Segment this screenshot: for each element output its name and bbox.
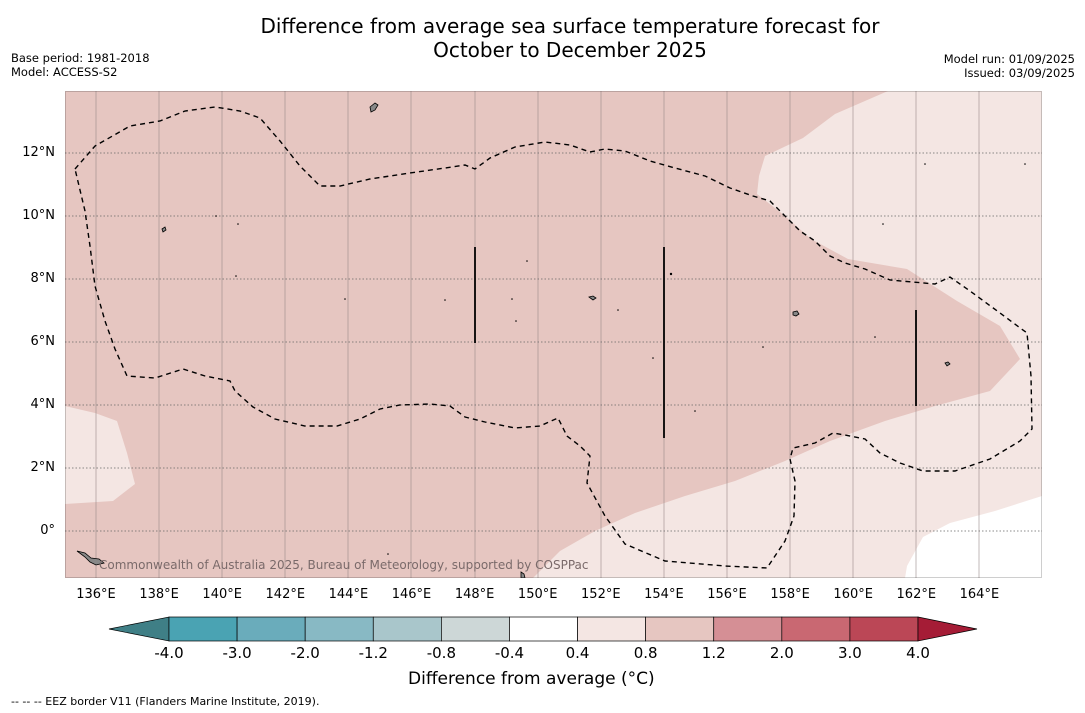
x-tick-label: 160°E [833,587,873,602]
x-tick-label: 162°E [896,587,937,602]
colorbar-tick-label: -2.0 [290,644,320,662]
x-tick-label: 150°E [517,587,558,602]
colorbar-segment [849,616,919,642]
base-period-text: Base period: 1981-2018 [11,51,150,65]
colorbar-tick-label: 0.4 [565,644,590,662]
map-frame [65,91,1042,578]
colorbar-tick-label: 3.0 [837,644,862,662]
colorbar-segment [645,616,715,642]
y-tick-label: 12°N [22,145,55,160]
x-tick-label: 140°E [202,587,242,602]
eez-footnote: -- -- -- EEZ border V11 (Flanders Marine… [11,695,320,708]
issued-text: Issued: 03/09/2025 [964,66,1075,80]
warm-anomaly-region [65,91,1020,578]
colorbar-tick-label: -0.4 [494,644,525,662]
colorbar-tick-label: -0.8 [426,644,456,662]
x-tick-label: 142°E [265,587,306,602]
x-tick-label: 154°E [644,587,684,602]
colorbar-tick-label: -4.0 [154,644,184,662]
colorbar-segment [441,616,510,642]
x-tick-label: 156°E [707,587,747,602]
y-tick-label: 6°N [30,334,56,349]
sst-anomaly-map [65,91,1042,578]
x-tick-label: 138°E [139,587,179,602]
y-tick-label: 10°N [22,208,55,223]
model-text: Model: ACCESS-S2 [11,65,118,79]
x-tick-label: 144°E [328,587,369,602]
eez-border [74,106,1033,569]
x-tick-label: 152°E [581,587,621,602]
colorbar [108,616,978,642]
near-zero-region [905,496,1042,578]
y-tick-label: 0° [40,523,55,538]
meta-left: Base period: 1981-2018 Model: ACCESS-S2 [11,51,150,79]
colorbar-segment [168,616,238,642]
model-run-text: Model run: 01/09/2025 [943,52,1075,66]
title-line-2: October to December 2025 [433,38,707,62]
colorbar-segment [713,616,783,642]
title-line-1: Difference from average sea surface temp… [260,14,880,38]
colorbar-tick-label: 0.8 [633,644,658,662]
colorbar-high-extend [917,616,978,642]
colorbar-tick-label: 2.0 [769,644,794,662]
colorbar-title: Difference from average (°C) [408,669,655,689]
colorbar-tick-label: 4.0 [906,644,930,662]
meta-right: Model run: 01/09/2025 Issued: 03/09/2025 [944,52,1075,80]
colorbar-segment [236,616,306,642]
colorbar-tick-label: 1.2 [701,644,726,662]
colorbar-tick-label: -3.0 [222,644,252,662]
colorbar-low-extend [108,616,170,642]
colorbar-tick-label: -1.2 [358,644,388,662]
x-tick-label: 148°E [454,587,495,602]
y-tick-label: 4°N [30,397,56,412]
bold-lines [474,247,917,438]
chart-title: Difference from average sea surface temp… [0,14,1085,62]
meridian-gridlines [95,91,980,578]
y-tick-label: 2°N [30,460,56,475]
copyright-text: Commonwealth of Australia 2025, Bureau o… [99,558,589,572]
x-tick-label: 158°E [770,587,810,602]
colorbar-segment [577,616,646,642]
colorbar-segment [304,616,374,642]
x-tick-label: 136°E [76,587,116,602]
tiny-islets [215,163,1026,555]
colorbar-segment [781,616,851,642]
colorbar-segment [372,616,442,642]
x-tick-label: 146°E [391,587,432,602]
islands [76,102,951,578]
y-tick-label: 8°N [30,271,56,286]
colorbar-segment [509,616,578,642]
x-tick-label: 164°E [959,587,1000,602]
